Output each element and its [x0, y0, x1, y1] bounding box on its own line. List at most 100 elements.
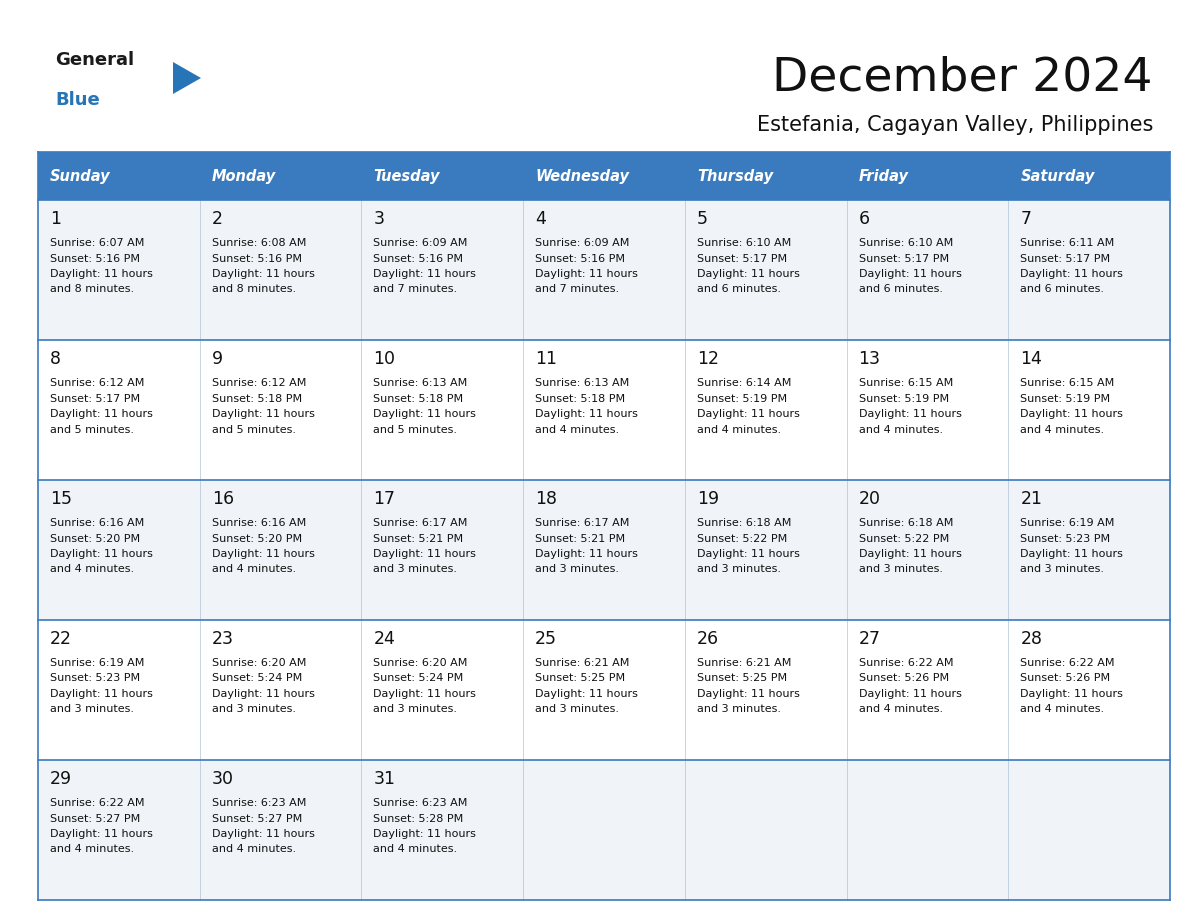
Text: Sunset: 5:21 PM: Sunset: 5:21 PM — [535, 533, 625, 543]
Text: Daylight: 11 hours: Daylight: 11 hours — [1020, 549, 1123, 559]
Text: and 4 minutes.: and 4 minutes. — [50, 845, 134, 855]
Text: Sunrise: 6:16 AM: Sunrise: 6:16 AM — [50, 518, 144, 528]
Text: Sunrise: 6:21 AM: Sunrise: 6:21 AM — [697, 658, 791, 668]
Text: Daylight: 11 hours: Daylight: 11 hours — [1020, 269, 1123, 279]
Text: Sunrise: 6:12 AM: Sunrise: 6:12 AM — [211, 378, 307, 388]
Text: Sunrise: 6:19 AM: Sunrise: 6:19 AM — [50, 658, 145, 668]
Text: Daylight: 11 hours: Daylight: 11 hours — [211, 549, 315, 559]
Text: 11: 11 — [535, 350, 557, 368]
Text: 4: 4 — [535, 210, 546, 228]
Text: and 3 minutes.: and 3 minutes. — [535, 565, 619, 575]
Text: and 4 minutes.: and 4 minutes. — [373, 845, 457, 855]
Text: 10: 10 — [373, 350, 396, 368]
Text: Daylight: 11 hours: Daylight: 11 hours — [859, 689, 961, 699]
Bar — [684, 152, 847, 200]
Text: and 3 minutes.: and 3 minutes. — [1020, 565, 1105, 575]
Text: 1: 1 — [50, 210, 61, 228]
Text: Daylight: 11 hours: Daylight: 11 hours — [50, 269, 153, 279]
Text: and 6 minutes.: and 6 minutes. — [859, 285, 942, 295]
Text: and 5 minutes.: and 5 minutes. — [373, 424, 457, 434]
Text: Sunrise: 6:23 AM: Sunrise: 6:23 AM — [373, 798, 468, 808]
Text: Sunset: 5:26 PM: Sunset: 5:26 PM — [859, 674, 949, 684]
Text: Sunset: 5:17 PM: Sunset: 5:17 PM — [50, 394, 140, 404]
Text: Sunrise: 6:22 AM: Sunrise: 6:22 AM — [1020, 658, 1114, 668]
Text: Blue: Blue — [55, 91, 100, 109]
Text: and 3 minutes.: and 3 minutes. — [859, 565, 942, 575]
Text: Daylight: 11 hours: Daylight: 11 hours — [211, 829, 315, 839]
Text: Daylight: 11 hours: Daylight: 11 hours — [697, 269, 800, 279]
Bar — [523, 152, 684, 200]
Text: 13: 13 — [859, 350, 880, 368]
Text: Saturday: Saturday — [1020, 169, 1094, 184]
Text: Daylight: 11 hours: Daylight: 11 hours — [373, 829, 476, 839]
Text: Daylight: 11 hours: Daylight: 11 hours — [535, 269, 638, 279]
Text: 27: 27 — [859, 630, 880, 648]
Text: and 3 minutes.: and 3 minutes. — [535, 704, 619, 714]
Text: 21: 21 — [1020, 490, 1042, 508]
Text: 24: 24 — [373, 630, 396, 648]
Text: Daylight: 11 hours: Daylight: 11 hours — [697, 689, 800, 699]
Text: Sunset: 5:17 PM: Sunset: 5:17 PM — [1020, 253, 1111, 263]
Text: 20: 20 — [859, 490, 880, 508]
Text: Sunrise: 6:12 AM: Sunrise: 6:12 AM — [50, 378, 145, 388]
Text: Monday: Monday — [211, 169, 276, 184]
Text: and 8 minutes.: and 8 minutes. — [211, 285, 296, 295]
Text: Sunset: 5:18 PM: Sunset: 5:18 PM — [535, 394, 625, 404]
Text: Sunrise: 6:14 AM: Sunrise: 6:14 AM — [697, 378, 791, 388]
Text: Sunrise: 6:17 AM: Sunrise: 6:17 AM — [535, 518, 630, 528]
Text: Sunset: 5:26 PM: Sunset: 5:26 PM — [1020, 674, 1111, 684]
Text: Daylight: 11 hours: Daylight: 11 hours — [373, 269, 476, 279]
Text: Sunrise: 6:15 AM: Sunrise: 6:15 AM — [1020, 378, 1114, 388]
Text: Sunrise: 6:17 AM: Sunrise: 6:17 AM — [373, 518, 468, 528]
Text: Sunset: 5:25 PM: Sunset: 5:25 PM — [697, 674, 786, 684]
Text: Sunrise: 6:09 AM: Sunrise: 6:09 AM — [535, 238, 630, 248]
Bar — [38, 480, 1170, 620]
Text: Daylight: 11 hours: Daylight: 11 hours — [50, 549, 153, 559]
Text: Sunset: 5:18 PM: Sunset: 5:18 PM — [373, 394, 463, 404]
Text: Sunset: 5:21 PM: Sunset: 5:21 PM — [373, 533, 463, 543]
Text: and 3 minutes.: and 3 minutes. — [697, 704, 781, 714]
Text: Daylight: 11 hours: Daylight: 11 hours — [373, 409, 476, 419]
Text: Sunset: 5:22 PM: Sunset: 5:22 PM — [859, 533, 949, 543]
Text: Sunrise: 6:11 AM: Sunrise: 6:11 AM — [1020, 238, 1114, 248]
Text: Sunset: 5:27 PM: Sunset: 5:27 PM — [211, 813, 302, 823]
Text: and 6 minutes.: and 6 minutes. — [697, 285, 781, 295]
Text: Sunrise: 6:21 AM: Sunrise: 6:21 AM — [535, 658, 630, 668]
Text: Sunday: Sunday — [50, 169, 110, 184]
Text: Sunset: 5:25 PM: Sunset: 5:25 PM — [535, 674, 625, 684]
Text: 31: 31 — [373, 770, 396, 788]
Text: Daylight: 11 hours: Daylight: 11 hours — [535, 689, 638, 699]
Text: Sunset: 5:23 PM: Sunset: 5:23 PM — [1020, 533, 1111, 543]
Text: Daylight: 11 hours: Daylight: 11 hours — [1020, 409, 1123, 419]
Text: 25: 25 — [535, 630, 557, 648]
Text: Sunrise: 6:10 AM: Sunrise: 6:10 AM — [859, 238, 953, 248]
Text: 5: 5 — [697, 210, 708, 228]
Text: 18: 18 — [535, 490, 557, 508]
Bar — [847, 152, 1009, 200]
Bar — [1009, 152, 1170, 200]
Text: Sunrise: 6:22 AM: Sunrise: 6:22 AM — [859, 658, 953, 668]
Text: and 3 minutes.: and 3 minutes. — [373, 704, 457, 714]
Text: Daylight: 11 hours: Daylight: 11 hours — [697, 409, 800, 419]
Text: Sunrise: 6:13 AM: Sunrise: 6:13 AM — [373, 378, 468, 388]
Text: and 4 minutes.: and 4 minutes. — [211, 565, 296, 575]
Text: 14: 14 — [1020, 350, 1042, 368]
Text: and 4 minutes.: and 4 minutes. — [859, 424, 943, 434]
Bar — [38, 620, 1170, 760]
Text: Sunset: 5:23 PM: Sunset: 5:23 PM — [50, 674, 140, 684]
Text: Sunset: 5:19 PM: Sunset: 5:19 PM — [1020, 394, 1111, 404]
Bar — [38, 152, 200, 200]
Text: Daylight: 11 hours: Daylight: 11 hours — [211, 689, 315, 699]
Text: 29: 29 — [50, 770, 72, 788]
Text: and 5 minutes.: and 5 minutes. — [50, 424, 134, 434]
Text: Sunrise: 6:09 AM: Sunrise: 6:09 AM — [373, 238, 468, 248]
Text: Sunset: 5:16 PM: Sunset: 5:16 PM — [50, 253, 140, 263]
Text: and 4 minutes.: and 4 minutes. — [1020, 424, 1105, 434]
Text: Sunrise: 6:18 AM: Sunrise: 6:18 AM — [697, 518, 791, 528]
Text: 22: 22 — [50, 630, 72, 648]
Text: 8: 8 — [50, 350, 61, 368]
Text: Sunrise: 6:15 AM: Sunrise: 6:15 AM — [859, 378, 953, 388]
Text: Daylight: 11 hours: Daylight: 11 hours — [535, 549, 638, 559]
Text: Daylight: 11 hours: Daylight: 11 hours — [859, 409, 961, 419]
Polygon shape — [173, 62, 201, 94]
